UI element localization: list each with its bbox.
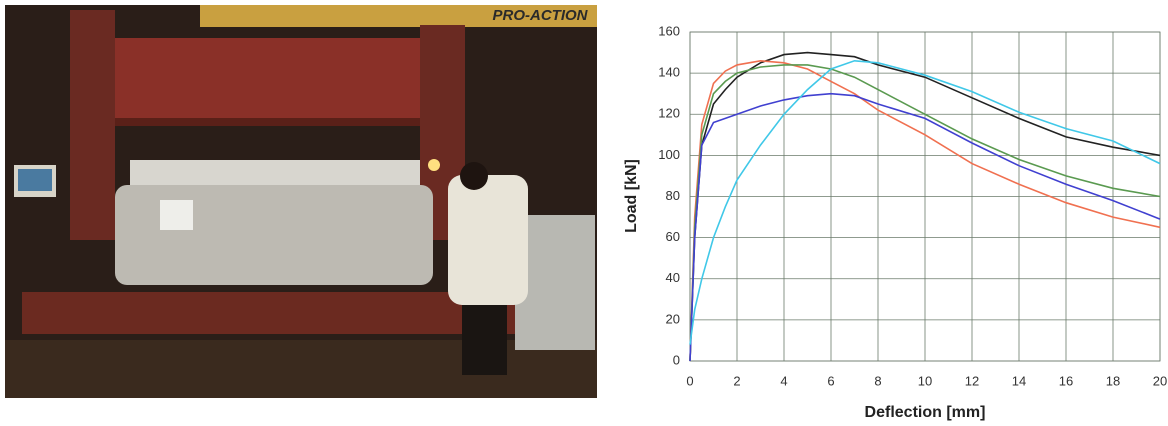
floor — [5, 340, 597, 398]
y-tick-label: 160 — [658, 23, 680, 38]
y-tick-label: 100 — [658, 147, 680, 162]
series-line — [689, 64, 1161, 362]
steel-beam — [115, 118, 420, 126]
photo-sign: PRO-ACTION — [493, 7, 589, 24]
technician — [448, 175, 528, 305]
crane-beam — [200, 5, 597, 27]
x-tick-label: 6 — [827, 373, 834, 388]
y-tick-label: 60 — [666, 229, 680, 244]
concrete-specimen — [115, 185, 433, 285]
x-tick-label: 4 — [780, 373, 787, 388]
monitor-screen — [18, 169, 52, 191]
y-axis-title: Load [kN] — [623, 159, 640, 233]
x-tick-label: 14 — [1012, 373, 1026, 388]
x-tick-label: 12 — [965, 373, 979, 388]
series-line — [689, 51, 1161, 362]
x-tick-label: 8 — [874, 373, 881, 388]
series-line — [689, 92, 1161, 362]
steel-frame — [115, 38, 420, 118]
x-tick-label: 16 — [1059, 373, 1073, 388]
series-line — [689, 59, 1161, 362]
y-tick-label: 20 — [666, 311, 680, 326]
series-line — [689, 59, 1161, 345]
steel-column — [70, 10, 115, 240]
y-tick-label: 0 — [673, 352, 680, 367]
technician-head — [460, 162, 488, 190]
y-tick-label: 40 — [666, 270, 680, 285]
torch-flame — [428, 159, 440, 171]
x-tick-label: 2 — [733, 373, 740, 388]
concrete-block — [515, 215, 595, 350]
y-tick-label: 120 — [658, 106, 680, 121]
label-sheet — [160, 200, 193, 230]
base-beam — [22, 292, 532, 334]
x-tick-label: 20 — [1153, 373, 1167, 388]
x-tick-label: 18 — [1106, 373, 1120, 388]
y-tick-label: 140 — [658, 65, 680, 80]
x-tick-label: 0 — [686, 373, 693, 388]
chart: Deflection [mm] Load [kN] 02040608010012… — [623, 23, 1167, 421]
x-tick-label: 10 — [918, 373, 932, 388]
x-axis-title: Deflection [mm] — [865, 404, 986, 421]
technician-legs — [462, 305, 507, 375]
y-tick-label: 80 — [666, 188, 680, 203]
photo: PRO-ACTION — [5, 5, 597, 398]
